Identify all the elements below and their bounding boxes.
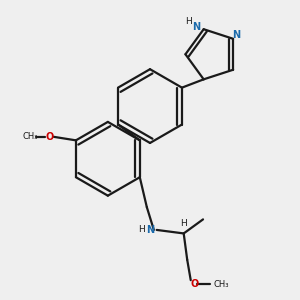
Text: O: O xyxy=(190,279,198,290)
Text: H: H xyxy=(138,225,145,234)
Text: H: H xyxy=(180,219,187,228)
Text: CH₃: CH₃ xyxy=(22,132,38,141)
Text: N: N xyxy=(192,22,200,32)
Text: CH₃: CH₃ xyxy=(214,280,230,289)
Text: H: H xyxy=(185,17,192,26)
Text: O: O xyxy=(45,132,54,142)
Text: N: N xyxy=(232,30,241,40)
Text: N: N xyxy=(146,225,154,235)
